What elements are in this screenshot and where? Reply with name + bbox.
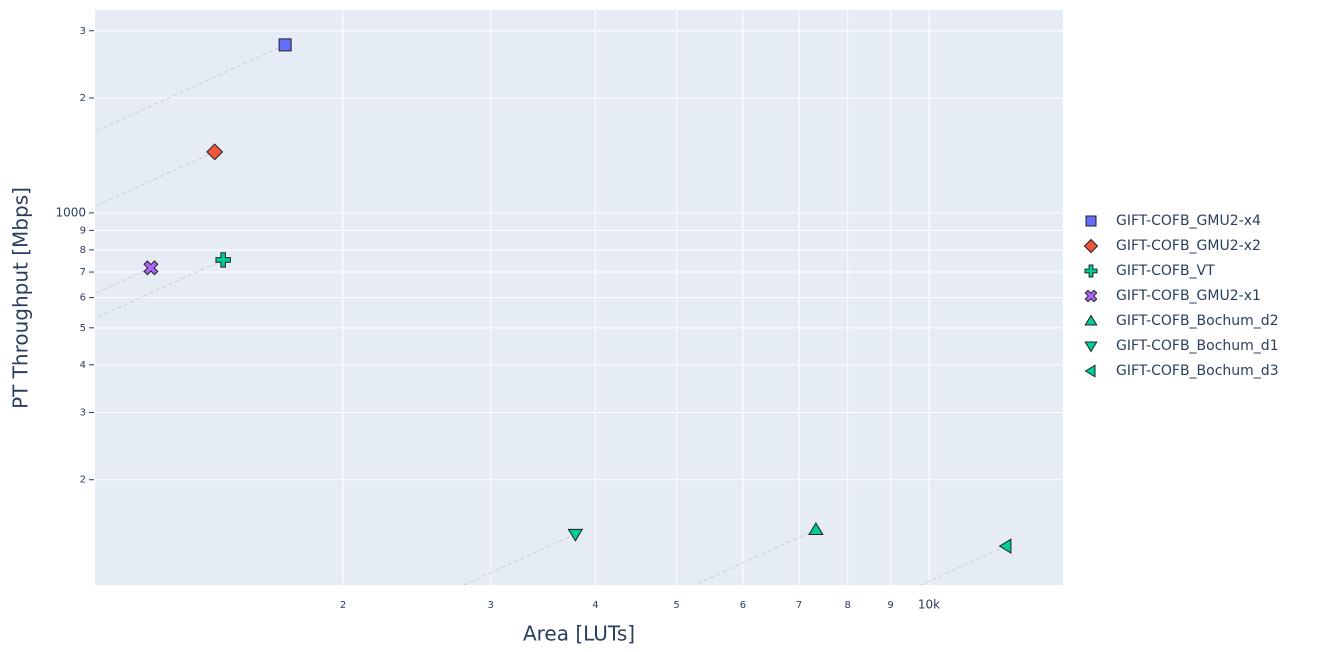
marker xyxy=(143,260,159,276)
x-tick-label: 8 xyxy=(845,600,851,611)
y-tick-label: 6 xyxy=(80,293,86,304)
efficiency-line xyxy=(94,267,152,294)
y-tick-label: 3 xyxy=(80,408,86,419)
y-tick-label: 2 xyxy=(80,93,86,104)
marker xyxy=(998,538,1012,554)
legend-label: GIFT-COFB_Bochum_d1 xyxy=(1116,338,1279,354)
efficiency-line xyxy=(94,259,224,319)
marker xyxy=(278,38,292,52)
y-tick-label: 3 xyxy=(80,26,86,37)
legend-marker xyxy=(1085,215,1097,227)
legend-marker xyxy=(1084,314,1098,326)
x-tick-label: 7 xyxy=(796,600,802,611)
legend-marker xyxy=(1084,264,1098,278)
y-tick-label: 9 xyxy=(80,225,86,236)
legend-marker xyxy=(1084,364,1096,378)
x-axis-title: Area [LUTs] xyxy=(523,622,635,646)
legend-label: GIFT-COFB_Bochum_d2 xyxy=(1116,313,1279,329)
x-tick-label: 9 xyxy=(887,600,893,611)
legend-label: GIFT-COFB_GMU2-x4 xyxy=(1116,213,1261,229)
marker xyxy=(215,252,231,268)
y-tick-label: 7 xyxy=(80,267,86,278)
x-tick-label: 10k xyxy=(918,598,940,612)
x-tick-label: 6 xyxy=(740,600,746,611)
legend-marker xyxy=(1083,238,1099,254)
marker xyxy=(808,522,824,535)
legend-label: GIFT-COFB_VT xyxy=(1116,263,1215,279)
y-tick-label: 8 xyxy=(80,245,86,256)
legend-label: GIFT-COFB_Bochum_d3 xyxy=(1116,363,1279,379)
x-tick-label: 4 xyxy=(592,600,598,611)
marker xyxy=(206,143,224,161)
x-tick-label: 3 xyxy=(487,600,493,611)
legend-marker xyxy=(1084,341,1098,353)
y-tick-label: 2 xyxy=(80,475,86,486)
legend-label: GIFT-COFB_GMU2-x1 xyxy=(1116,288,1261,304)
legend-marker xyxy=(1084,289,1098,303)
x-tick-label: 2 xyxy=(340,600,346,611)
marker xyxy=(567,528,584,542)
efficiency-line xyxy=(94,151,215,207)
y-axis-title: PT Throughput [Mbps] xyxy=(9,187,33,409)
y-tick-label: 4 xyxy=(80,360,86,371)
y-tick-label: 5 xyxy=(80,323,86,334)
efficiency-line xyxy=(694,529,817,586)
y-tick-label: 1000 xyxy=(55,205,86,219)
legend-label: GIFT-COFB_GMU2-x2 xyxy=(1116,238,1261,254)
x-tick-label: 5 xyxy=(673,600,679,611)
efficiency-line xyxy=(920,545,1007,586)
